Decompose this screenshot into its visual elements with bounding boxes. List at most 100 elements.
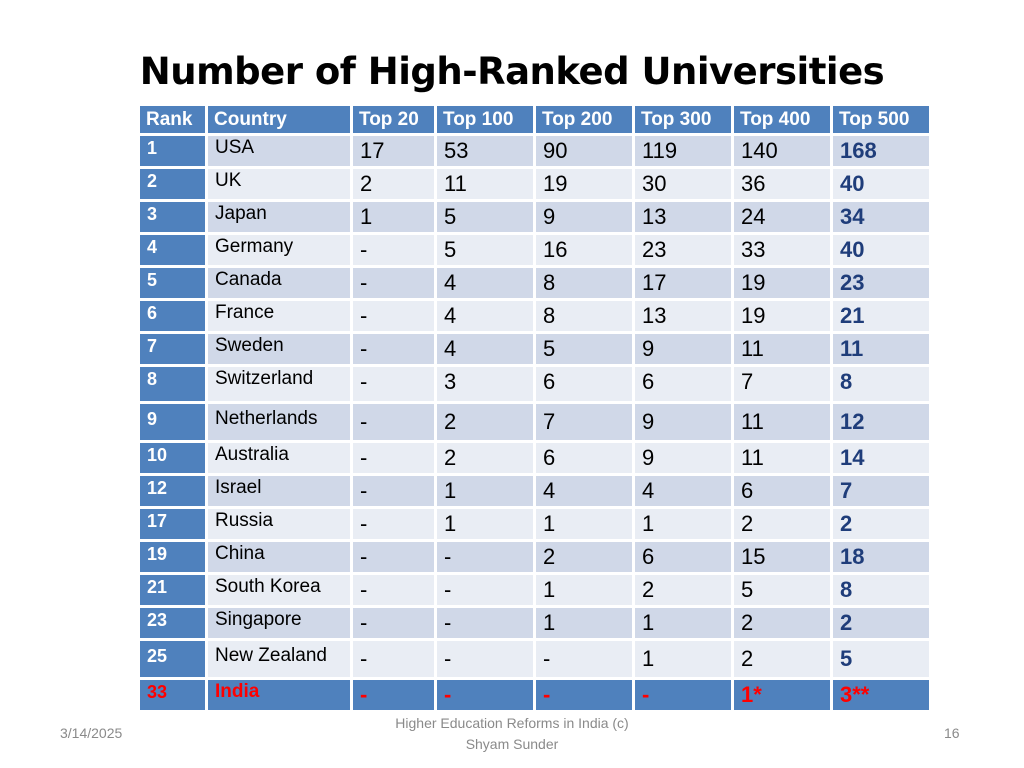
rankings-table: Rank Country Top 20 Top 100 Top 200 Top … xyxy=(137,103,932,713)
footer-title-line2: Shyam Sunder xyxy=(465,736,559,752)
cell-top500: 3** xyxy=(830,677,932,713)
cell-top500: 12 xyxy=(830,401,932,443)
cell-top200: 9 xyxy=(533,199,635,235)
table-row: 5 Canada -4 8 17 19 23 xyxy=(137,265,932,301)
cell-top300: 119 xyxy=(632,133,734,169)
cell-top20: 2 xyxy=(350,166,437,202)
cell-country: Sweden xyxy=(205,331,353,367)
cell-top200: 19 xyxy=(533,166,635,202)
cell-country: China xyxy=(205,539,353,575)
cell-top400: 19 xyxy=(731,265,833,301)
table-body: 1 USA 17 53 90 119 140 168 2 UK 2 11 19 30 36 40 3 Japan 1… xyxy=(137,133,932,713)
cell-top20: - xyxy=(350,265,437,301)
cell-top100: 4 xyxy=(434,265,536,301)
cell-top300: 6 xyxy=(632,364,734,404)
cell-top100: - xyxy=(434,572,536,608)
cell-country: India xyxy=(205,677,353,713)
cell-top400: 7 xyxy=(731,364,833,404)
cell-top200: 6 xyxy=(533,364,635,404)
cell-top500: 2 xyxy=(830,506,932,542)
cell-top20: - xyxy=(350,572,437,608)
table-row: 10 Australia -2 6 9 11 14 xyxy=(137,440,932,476)
table-row: 21 South Korea - -1 2 5 8 xyxy=(137,572,932,608)
cell-top400: 24 xyxy=(731,199,833,235)
cell-top400: 2 xyxy=(731,506,833,542)
cell-top500: 11 xyxy=(830,331,932,367)
cell-top300: 13 xyxy=(632,199,734,235)
cell-top300: 1 xyxy=(632,506,734,542)
cell-top500: 14 xyxy=(830,440,932,476)
table-row: 17 Russia -1 1 1 2 2 xyxy=(137,506,932,542)
footer-title: Higher Education Reforms in India (c) Sh… xyxy=(352,713,672,755)
cell-top20: - xyxy=(350,677,437,713)
cell-top300: 23 xyxy=(632,232,734,268)
table-row: 3 Japan 1 5 9 13 24 34 xyxy=(137,199,932,235)
cell-country: Israel xyxy=(205,473,353,509)
cell-country: Singapore xyxy=(205,605,353,641)
cell-country: South Korea xyxy=(205,572,353,608)
cell-top500: 34 xyxy=(830,199,932,235)
cell-country: New Zealand xyxy=(205,638,353,680)
cell-country: Russia xyxy=(205,506,353,542)
cell-top20: 1 xyxy=(350,199,437,235)
cell-rank: 10 xyxy=(137,440,208,476)
cell-top20: - xyxy=(350,506,437,542)
cell-top300: 30 xyxy=(632,166,734,202)
cell-top300: 1 xyxy=(632,638,734,680)
cell-top500: 18 xyxy=(830,539,932,575)
header-country: Country xyxy=(205,103,353,136)
header-rank: Rank xyxy=(137,103,208,136)
header-top400: Top 400 xyxy=(731,103,833,136)
cell-rank: 8 xyxy=(137,364,208,404)
cell-top100: 1 xyxy=(434,506,536,542)
cell-top20: - xyxy=(350,638,437,680)
cell-rank: 6 xyxy=(137,298,208,334)
cell-country: UK xyxy=(205,166,353,202)
cell-rank: 33 xyxy=(137,677,208,713)
cell-top20: - xyxy=(350,605,437,641)
cell-country: USA xyxy=(205,133,353,169)
cell-top500: 2 xyxy=(830,605,932,641)
cell-top400: 11 xyxy=(731,331,833,367)
cell-rank: 25 xyxy=(137,638,208,680)
table-row: 12 Israel -1 4 4 6 7 xyxy=(137,473,932,509)
header-top500: Top 500 xyxy=(830,103,932,136)
cell-top200: 8 xyxy=(533,298,635,334)
cell-top200: 2 xyxy=(533,539,635,575)
cell-top200: - xyxy=(533,638,635,680)
cell-top400: 140 xyxy=(731,133,833,169)
table-row: 9 Netherlands -2 7 9 11 12 xyxy=(137,401,932,443)
cell-country: Germany xyxy=(205,232,353,268)
cell-top500: 168 xyxy=(830,133,932,169)
cell-top20: - xyxy=(350,232,437,268)
cell-top300: - xyxy=(632,677,734,713)
cell-top400: 33 xyxy=(731,232,833,268)
cell-top500: 8 xyxy=(830,572,932,608)
cell-rank: 12 xyxy=(137,473,208,509)
cell-top100: 4 xyxy=(434,331,536,367)
cell-top200: - xyxy=(533,677,635,713)
header-top100: Top 100 xyxy=(434,103,536,136)
cell-top200: 1 xyxy=(533,506,635,542)
cell-top200: 1 xyxy=(533,605,635,641)
cell-country: Netherlands xyxy=(205,401,353,443)
cell-top100: - xyxy=(434,677,536,713)
cell-top400: 1* xyxy=(731,677,833,713)
cell-top20: 17 xyxy=(350,133,437,169)
table-row: 7 Sweden -4 5 9 11 11 xyxy=(137,331,932,367)
cell-top500: 23 xyxy=(830,265,932,301)
table-row: 6 France -4 8 13 19 21 xyxy=(137,298,932,334)
table-row: 1 USA 17 53 90 119 140 168 xyxy=(137,133,932,169)
cell-country: France xyxy=(205,298,353,334)
cell-top400: 19 xyxy=(731,298,833,334)
cell-top500: 8 xyxy=(830,364,932,404)
cell-rank: 21 xyxy=(137,572,208,608)
cell-top200: 1 xyxy=(533,572,635,608)
cell-top20: - xyxy=(350,539,437,575)
cell-top300: 6 xyxy=(632,539,734,575)
table-row-highlight: 33 India - - - -1* 3** xyxy=(137,677,932,713)
cell-rank: 1 xyxy=(137,133,208,169)
cell-top400: 2 xyxy=(731,638,833,680)
table-row: 2 UK 2 11 19 30 36 40 xyxy=(137,166,932,202)
cell-top200: 8 xyxy=(533,265,635,301)
